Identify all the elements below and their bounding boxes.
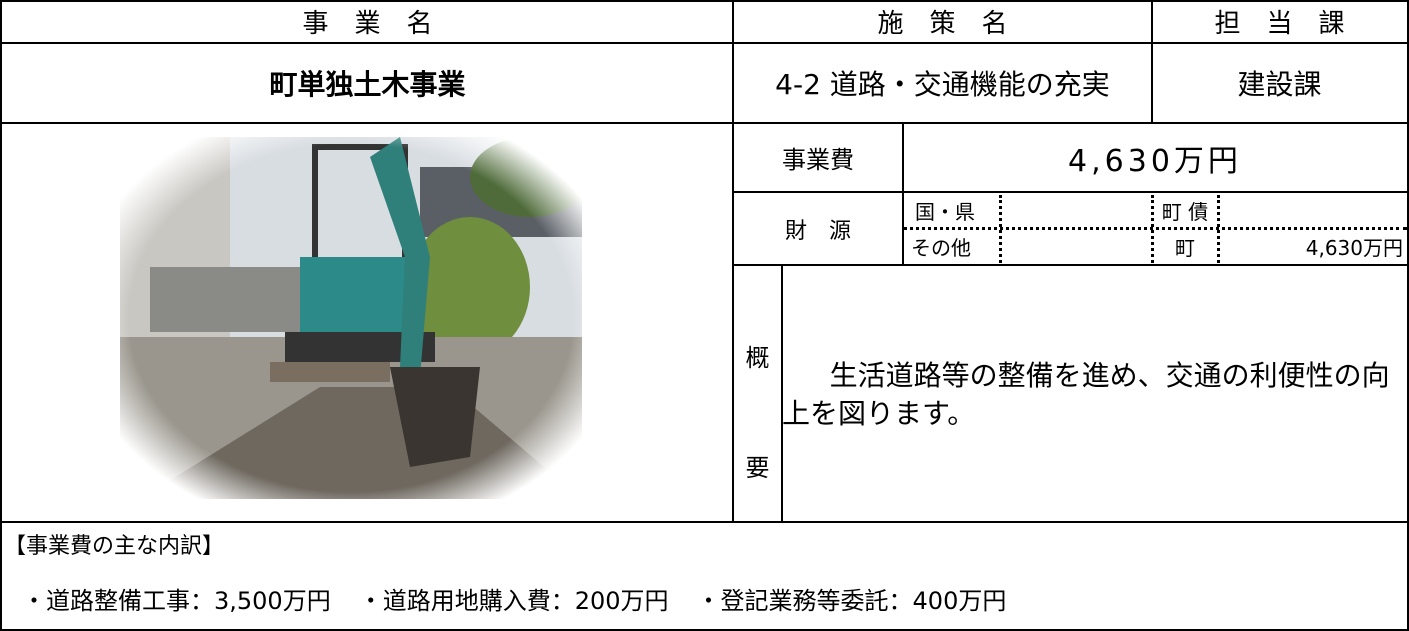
department-name: 建設課 — [1237, 67, 1322, 101]
project-name: 町単独土木事業 — [269, 67, 466, 101]
breakdown-item: ・道路整備工事：3,500万円 — [22, 586, 331, 615]
header-project-name: 事 業 名 — [302, 8, 433, 39]
border — [0, 629, 1409, 631]
measure-name: 4-2 道路・交通機能の充実 — [775, 67, 1110, 101]
breakdown-item: ・道路用地購入費：200万円 — [358, 586, 669, 615]
border — [1407, 0, 1409, 631]
funding-divider — [903, 227, 1407, 230]
border — [733, 264, 1409, 266]
header-measure: 施 策 名 — [877, 8, 1008, 39]
breakdown-items: ・道路整備工事：3,500万円 ・道路用地購入費：200万円 ・登記業務等委託：40… — [22, 578, 1006, 618]
funding-label: 財 源 — [784, 218, 851, 244]
border — [0, 521, 1409, 523]
cost-total: 4,630万円 — [1068, 143, 1242, 179]
summary-text: 生活道路等の整備を進め、交通の利便性の向上を図ります。 — [782, 359, 1390, 430]
photo — [120, 137, 582, 499]
border — [1151, 0, 1153, 123]
border — [0, 122, 1409, 124]
funding-bond-label: 町 債 — [1161, 199, 1209, 224]
summary-label-top: 概 — [745, 343, 770, 372]
summary-label-bottom: 要 — [745, 453, 770, 482]
border — [902, 123, 904, 265]
breakdown-title: 【事業費の主な内訳】 — [4, 534, 225, 559]
border — [732, 0, 734, 522]
border — [733, 191, 1409, 193]
breakdown-item: ・登記業務等委託：400万円 — [696, 586, 1007, 615]
funding-divider — [1217, 195, 1220, 263]
funding-divider — [999, 195, 1002, 263]
funding-town-label: 町 — [1175, 236, 1195, 260]
funding-other-label: その他 — [911, 236, 971, 260]
header-department: 担 当 課 — [1214, 8, 1345, 39]
border — [0, 42, 1409, 44]
funding-national-label: 国・県 — [915, 199, 975, 224]
funding-town-value: 4,630万円 — [1305, 236, 1403, 260]
border — [0, 0, 2, 631]
cost-label: 事業費 — [782, 146, 854, 174]
border — [0, 0, 1409, 2]
funding-divider — [1151, 195, 1154, 263]
border — [781, 265, 783, 522]
